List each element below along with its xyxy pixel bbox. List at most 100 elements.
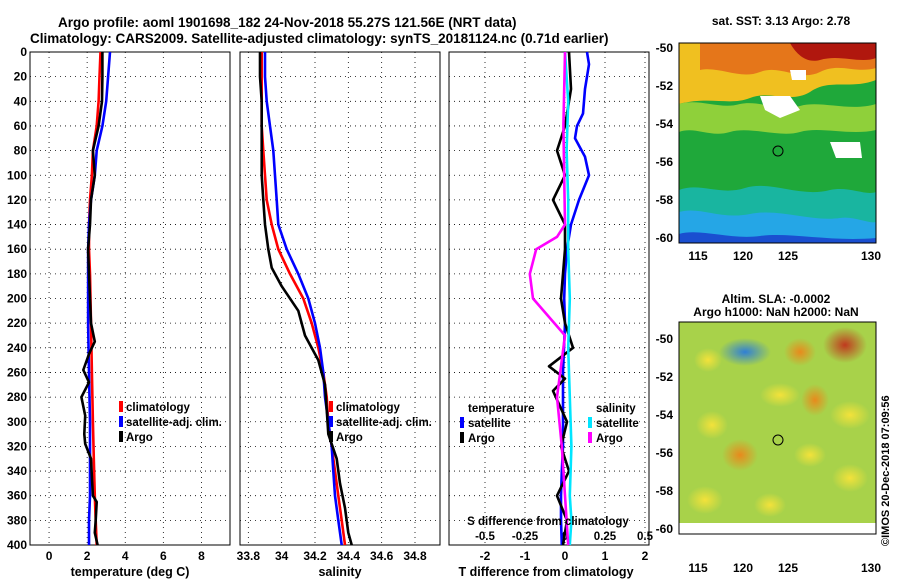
salinity-legend: climatology satellite-adj. clim. Argo — [329, 401, 432, 444]
y-tick-label: 60 — [14, 119, 28, 133]
y-tick-label: 180 — [7, 267, 27, 281]
lat-tick-label: -56 — [656, 155, 674, 169]
sst-cloud-3 — [790, 70, 806, 80]
lat-tick-label: -56 — [656, 446, 674, 460]
sla-high-anomaly-2 — [784, 338, 816, 366]
x-tick-label: 1 — [602, 549, 609, 563]
imos-credit: ©IMOS 20-Dec-2018 07:09:56 — [880, 395, 892, 546]
y-tick-label: 40 — [14, 94, 28, 108]
x-tick-label: 34.2 — [303, 549, 327, 563]
x-tick-label: 0 — [46, 549, 53, 563]
y-tick-label: 220 — [7, 316, 27, 330]
difference-legend: temperature salinity satellite Argo sate… — [460, 403, 639, 445]
sla-high-anomaly-7 — [696, 411, 728, 439]
sla-argo-location-marker — [772, 434, 784, 446]
legend-label-climatology: climatology — [126, 402, 191, 414]
temperature-panel: 0204060801001201401601802002202402602803… — [7, 45, 231, 563]
sst-transition-band — [679, 102, 876, 134]
lat-tick-label: -60 — [656, 522, 674, 536]
legend-swatch-satellite-adj-clim — [119, 416, 123, 427]
difference-panel: -2 -1 0 1 2-0.5 -0.25 0 0.25 0.5 — [448, 51, 654, 563]
lat-tick-label: -50 — [656, 41, 674, 55]
x-tick-label: -1 — [520, 549, 531, 563]
x-tick-label: 0 — [562, 549, 569, 563]
salinity-panel: 33.8 34 34.2 34.4 34.6 34.8 — [237, 51, 441, 563]
sla-high-anomaly-11 — [687, 486, 723, 514]
legend-label-satellite-adj-clim: satellite-adj. clim. — [126, 417, 222, 429]
sst-cloud-1 — [760, 96, 800, 118]
sla-no-data-band — [679, 523, 876, 534]
legend-swatch-argo — [119, 431, 123, 442]
sla-high-anomaly-12 — [754, 493, 786, 517]
sla-map — [679, 322, 876, 534]
series-argo-line — [80, 52, 104, 546]
legend-label-temp-satellite: satellite — [468, 418, 511, 430]
temperature-legend: climatology satellite-adj. clim. Argo — [119, 401, 222, 444]
difference-xlabel: T difference from climatology — [458, 565, 633, 579]
top-tick-label: -0.25 — [512, 531, 539, 543]
lon-tick-label: 125 — [778, 249, 798, 263]
legend-label-temp-argo: Argo — [468, 433, 495, 445]
top-tick-label: 0.5 — [637, 531, 654, 543]
sla-map-frame — [678, 321, 877, 535]
sst-lon-ticks: 115 120 125 130 — [688, 249, 881, 263]
x-tick-label: -2 — [480, 549, 491, 563]
x-tick-label: 2 — [84, 549, 91, 563]
x-tick-label: 6 — [160, 549, 167, 563]
y-tick-label: 120 — [7, 193, 27, 207]
sla-lon-ticks: 115 120 125 130 — [688, 561, 881, 575]
lat-tick-label: -54 — [656, 117, 674, 131]
sst-hottest-band — [790, 43, 876, 61]
lat-tick-label: -60 — [656, 231, 674, 245]
legend-swatch-sal-satellite — [588, 417, 592, 428]
sst-cloud-2 — [830, 142, 862, 158]
sla-high-anomaly-8 — [722, 439, 758, 471]
lat-tick-label: -50 — [656, 332, 674, 346]
lon-tick-label: 130 — [861, 561, 881, 575]
sst-map-title: sat. SST: 3.13 Argo: 2.78 — [712, 14, 851, 28]
y-tick-label: 80 — [14, 144, 28, 158]
series-salinity-argo-line — [528, 51, 570, 546]
lat-tick-label: -54 — [656, 408, 674, 422]
temperature-xlabel: temperature (deg C) — [71, 565, 190, 579]
y-tick-label: 20 — [14, 70, 28, 84]
lat-tick-label: -52 — [656, 370, 674, 384]
y-tick-label: 0 — [20, 45, 27, 59]
lon-tick-label: 120 — [733, 249, 753, 263]
x-tick-label: 4 — [122, 549, 129, 563]
x-tick-label: 34.4 — [337, 549, 361, 563]
x-tick-label: 34.8 — [403, 549, 427, 563]
legend-label-satellite-adj-clim: satellite-adj. clim. — [336, 417, 432, 429]
legend-label-argo: Argo — [126, 432, 153, 444]
legend-label-climatology: climatology — [336, 402, 401, 414]
sla-high-anomaly-9 — [794, 443, 826, 467]
y-tick-label: 200 — [7, 292, 27, 306]
sst-argo-location-marker — [772, 145, 784, 157]
y-tick-label: 280 — [7, 390, 27, 404]
lon-tick-label: 125 — [778, 561, 798, 575]
lon-tick-label: 115 — [688, 249, 708, 263]
x-tick-label: 33.8 — [237, 549, 261, 563]
lon-tick-label: 120 — [733, 561, 753, 575]
y-tick-label: 100 — [7, 168, 27, 182]
title-line-2: Climatology: CARS2009. Satellite-adjuste… — [30, 31, 608, 46]
y-tick-label: 160 — [7, 242, 27, 256]
sla-low-anomaly-1 — [719, 338, 771, 366]
y-tick-label: 340 — [7, 464, 27, 478]
title-line-1: Argo profile: aoml 1901698_182 24-Nov-20… — [58, 15, 516, 30]
sla-high-anomaly-6 — [830, 401, 870, 429]
y-tick-label: 300 — [7, 415, 27, 429]
sst-lat-ticks: -50 -52 -54 -56 -58 -60 — [656, 41, 674, 245]
sla-high-anomaly-10 — [832, 464, 868, 492]
lat-tick-label: -58 — [656, 193, 674, 207]
y-tick-label: 360 — [7, 489, 27, 503]
sla-map-title-line-1: Altim. SLA: -0.0002 — [722, 292, 831, 306]
lon-tick-label: 115 — [688, 561, 708, 575]
x-tick-label: 34 — [275, 549, 289, 563]
legend-header-salinity: salinity — [596, 403, 636, 415]
sla-high-anomaly-4 — [760, 383, 800, 407]
legend-swatch-temp-argo — [460, 432, 464, 443]
sst-map-frame — [678, 42, 877, 244]
legend-swatch-argo — [329, 431, 333, 442]
